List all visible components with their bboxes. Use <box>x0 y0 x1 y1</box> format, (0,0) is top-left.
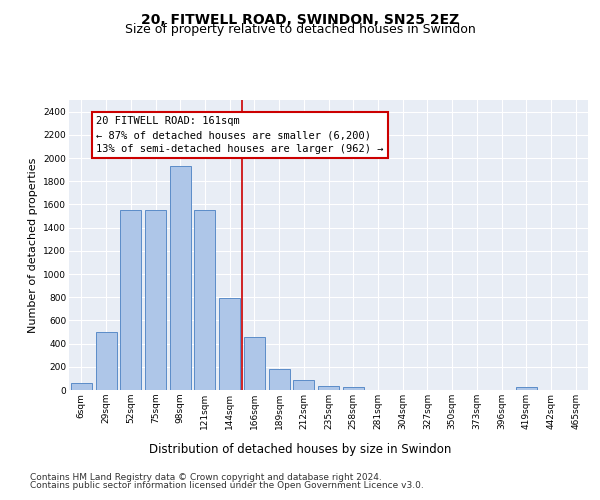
Bar <box>318 386 339 390</box>
Bar <box>219 298 240 390</box>
Y-axis label: Number of detached properties: Number of detached properties <box>28 158 38 332</box>
Bar <box>170 166 191 390</box>
Bar <box>194 210 215 390</box>
Bar <box>269 368 290 390</box>
Bar <box>343 386 364 390</box>
Text: Contains public sector information licensed under the Open Government Licence v3: Contains public sector information licen… <box>30 481 424 490</box>
Bar <box>95 332 116 390</box>
Bar <box>120 210 141 390</box>
Bar <box>145 210 166 390</box>
Text: Contains HM Land Registry data © Crown copyright and database right 2024.: Contains HM Land Registry data © Crown c… <box>30 472 382 482</box>
Bar <box>71 383 92 390</box>
Text: Size of property relative to detached houses in Swindon: Size of property relative to detached ho… <box>125 22 475 36</box>
Text: Distribution of detached houses by size in Swindon: Distribution of detached houses by size … <box>149 442 451 456</box>
Text: 20 FITWELL ROAD: 161sqm
← 87% of detached houses are smaller (6,200)
13% of semi: 20 FITWELL ROAD: 161sqm ← 87% of detache… <box>96 116 383 154</box>
Text: 20, FITWELL ROAD, SWINDON, SN25 2EZ: 20, FITWELL ROAD, SWINDON, SN25 2EZ <box>141 12 459 26</box>
Bar <box>244 336 265 390</box>
Bar <box>516 387 537 390</box>
Bar <box>293 380 314 390</box>
